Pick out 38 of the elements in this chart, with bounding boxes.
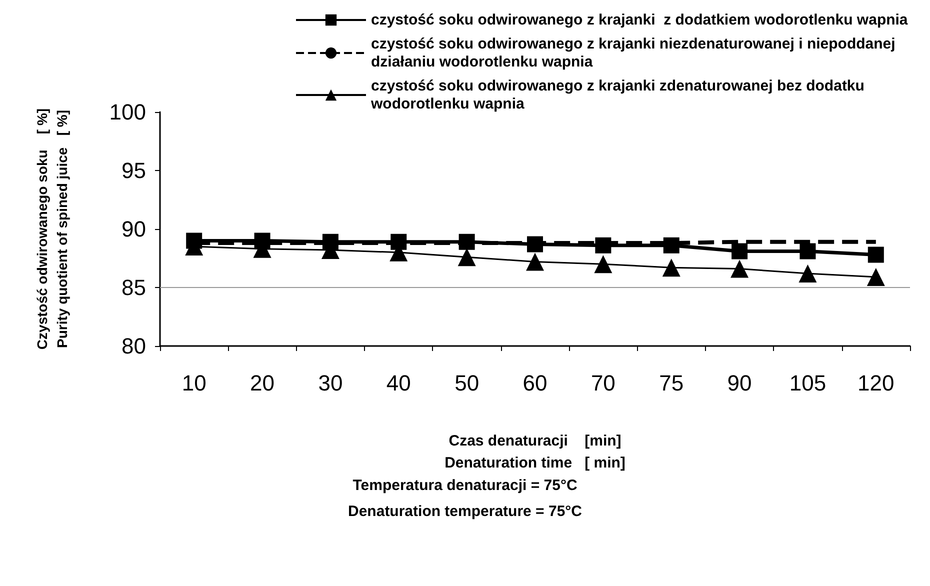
point [800,243,816,260]
y-tick-label: 90 [122,216,146,242]
point [595,237,612,254]
x-axis-title: Czas denaturacji [min] Denaturation time [ min] [444,432,626,472]
legend-label: czystość soku odwirowanego z krajanki z dodatkiem wodorotlenku wapnia [371,12,908,28]
text: Temperatura denaturacji = 75°C [352,477,578,494]
y-tick-label: 95 [122,158,146,183]
x-tick-label: 10 [182,370,206,396]
y-axis-title: Czystość odwirowanego soku [ %] Purity quotient of spined juice [ %] [34,108,70,350]
point [798,264,817,282]
point [732,243,748,260]
point [866,268,885,286]
x-tick-label: 60 [522,370,548,396]
x-tick-label: 50 [454,370,480,396]
x-tick-label: 120 [858,370,894,396]
x-tick-label: 90 [727,370,752,396]
x-tick-label: 70 [590,370,616,396]
point [458,234,475,250]
point [730,260,749,278]
legend-label: czystość soku odwirowanego z krajanki zdenaturowanej bez dodatku wodorotlenku wapnia [370,78,869,112]
y-tick-label: 80 [122,334,146,358]
text: Denaturation temperature = 75°C [348,503,582,520]
point [663,237,680,254]
y-tick-label: 100 [109,100,146,124]
point [526,252,544,271]
point [868,246,884,263]
point [662,258,680,277]
point [390,234,407,250]
x-tick-label: 20 [250,370,275,396]
point [527,236,543,252]
x-tick-label: 30 [318,370,343,396]
y-tick-label: 85 [122,275,146,300]
x-tick-label: 40 [386,370,411,396]
x-tick-label: 75 [659,370,684,396]
legend-label: czystość soku odwirowanego z krajanki niezdenaturowanej i niepoddanej działaniu wodorotlenku wapnia [371,36,900,70]
point [594,255,612,274]
point [458,248,476,266]
x-tick-label: 105 [789,370,826,396]
